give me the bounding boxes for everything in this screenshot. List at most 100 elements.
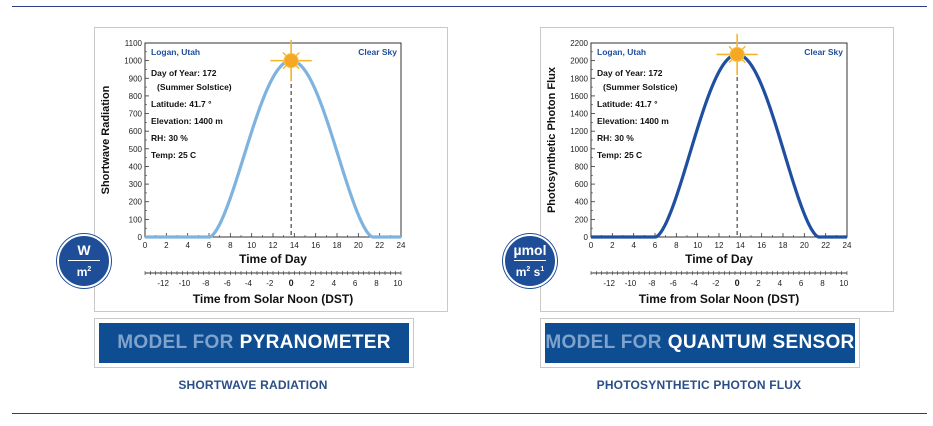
y-tick-label: 800 bbox=[575, 162, 589, 171]
caption-photosynthetic-photon-flux: PHOTOSYNTHETIC PHOTON FLUX bbox=[596, 378, 802, 392]
y-tick-label: 600 bbox=[575, 180, 589, 189]
x2-tick-label: -6 bbox=[670, 279, 678, 288]
x2-tick-label: 8 bbox=[374, 279, 379, 288]
y-tick-label: 200 bbox=[129, 198, 143, 207]
x2-tick-label: 4 bbox=[332, 279, 337, 288]
y-tick-label: 100 bbox=[129, 215, 143, 224]
sun-icon bbox=[270, 39, 312, 82]
x2-tick-label: -8 bbox=[202, 279, 210, 288]
x2-tick-label: -8 bbox=[648, 279, 656, 288]
x-tick-label: 10 bbox=[693, 241, 702, 250]
unit-fraction-bar bbox=[514, 259, 546, 262]
chart-panel-ppf: 0 200 400 600 800 1000 1200 1400 1600 1800 2000 220… bbox=[540, 27, 894, 312]
x-tick-label: 14 bbox=[736, 241, 745, 250]
x-tick-label: 24 bbox=[843, 241, 852, 250]
y-tick-label: 600 bbox=[129, 127, 143, 136]
x-tick-label: 8 bbox=[228, 241, 233, 250]
x2-tick-label: -12 bbox=[157, 279, 169, 288]
x2-tick-label: 0 bbox=[289, 278, 294, 288]
x-axis-title: Time of Day bbox=[239, 252, 307, 266]
y-tick-label: 1400 bbox=[570, 110, 588, 119]
x2-tick-label: 2 bbox=[756, 279, 761, 288]
x-tick-label: 18 bbox=[333, 241, 342, 250]
x2-tick-label: -10 bbox=[625, 279, 637, 288]
x2-tick-label: -4 bbox=[691, 279, 699, 288]
x2-tick-label: 8 bbox=[820, 279, 825, 288]
unit-denominator: m2 bbox=[76, 265, 92, 280]
location-label: Logan, Utah bbox=[597, 47, 646, 57]
x2-tick-label: -6 bbox=[224, 279, 232, 288]
unit-numerator: µmol bbox=[513, 241, 547, 258]
y-tick-label: 1000 bbox=[124, 57, 142, 66]
banner-pyranometer: MODEL FOR PYRANOMETER bbox=[94, 318, 414, 368]
x2-tick-label: 0 bbox=[735, 278, 740, 288]
chart-panel-shortwave: 0 100 200 300 400 500 600 700 800 900 1000 1100 0 2 4 6… bbox=[94, 27, 448, 312]
y-tick-label: 300 bbox=[129, 180, 143, 189]
y-tick-label: 1600 bbox=[570, 92, 588, 101]
rh-label: RH: 30 % bbox=[597, 133, 634, 143]
x2-axis-title: Time from Solar Noon (DST) bbox=[193, 292, 353, 306]
x2-tick-label: 6 bbox=[799, 279, 804, 288]
x-tick-label: 16 bbox=[311, 241, 320, 250]
unit-numerator: W bbox=[77, 241, 91, 258]
banner-quantum-sensor: MODEL FOR QUANTUM SENSOR bbox=[540, 318, 860, 368]
y-tick-label: 1800 bbox=[570, 74, 588, 83]
x-tick-label: 8 bbox=[674, 241, 679, 250]
x2-tick-label: -12 bbox=[603, 279, 615, 288]
x-tick-label: 22 bbox=[821, 241, 830, 250]
rh-label: RH: 30 % bbox=[151, 133, 188, 143]
x-tick-label: 0 bbox=[143, 241, 148, 250]
sky-condition-label: Clear Sky bbox=[358, 47, 397, 57]
x-tick-label: 20 bbox=[800, 241, 809, 250]
x2-tick-label: 4 bbox=[778, 279, 783, 288]
sky-condition-label: Clear Sky bbox=[804, 47, 843, 57]
x-tick-label: 10 bbox=[247, 241, 256, 250]
x-tick-label: 4 bbox=[631, 241, 636, 250]
x2-tick-label: 10 bbox=[393, 279, 402, 288]
banner-pyranometer-label: MODEL FOR PYRANOMETER bbox=[99, 323, 409, 363]
x-tick-label: 6 bbox=[207, 241, 212, 250]
x-tick-label: 12 bbox=[715, 241, 724, 250]
data-series-line bbox=[590, 52, 848, 239]
x-axis-title: Time of Day bbox=[685, 252, 753, 266]
unit-denominator: m2 s1 bbox=[515, 265, 545, 280]
x2-tick-label: -2 bbox=[266, 279, 274, 288]
y-axis-title: Shortwave Radiation bbox=[100, 85, 112, 194]
location-label: Logan, Utah bbox=[151, 47, 200, 57]
y-tick-label: 700 bbox=[129, 110, 143, 119]
unit-badge-watts: W m2 bbox=[57, 234, 111, 288]
y-tick-label: 0 bbox=[584, 233, 589, 242]
elevation-label: Elevation: 1400 m bbox=[151, 116, 223, 126]
solstice-label: (Summer Solstice) bbox=[157, 82, 232, 92]
day-of-year-label: Day of Year: 172 bbox=[597, 68, 663, 78]
y-tick-label: 0 bbox=[138, 233, 143, 242]
x-tick-label: 6 bbox=[653, 241, 658, 250]
y-tick-label: 400 bbox=[575, 198, 589, 207]
y-tick-label: 1100 bbox=[125, 39, 143, 48]
x2-tick-label: -4 bbox=[245, 279, 253, 288]
x2-tick-label: -10 bbox=[179, 279, 191, 288]
bottom-divider bbox=[12, 413, 927, 414]
temp-label: Temp: 25 C bbox=[597, 150, 642, 160]
banner-quantum-sensor-label: MODEL FOR QUANTUM SENSOR bbox=[545, 323, 855, 363]
x-tick-label: 18 bbox=[779, 241, 788, 250]
y-tick-label: 500 bbox=[129, 145, 143, 154]
y-tick-label: 1200 bbox=[570, 127, 588, 136]
ppf-chart: 0200400600800100012001400160018002000220… bbox=[546, 33, 852, 306]
data-series-line bbox=[144, 59, 402, 239]
latitude-label: Latitude: 41.7 ° bbox=[597, 99, 658, 109]
x-tick-label: 16 bbox=[757, 241, 766, 250]
x2-axis-title: Time from Solar Noon (DST) bbox=[639, 292, 799, 306]
sun-icon bbox=[716, 33, 758, 76]
x-tick-label: 22 bbox=[375, 241, 384, 250]
y-axis-title: Photosynthetic Photon Flux bbox=[546, 66, 558, 213]
y-tick-label: 2000 bbox=[570, 57, 588, 66]
caption-shortwave-radiation: SHORTWAVE RADIATION bbox=[178, 378, 328, 392]
x-tick-label: 12 bbox=[269, 241, 278, 250]
y-tick-label: 1000 bbox=[570, 145, 588, 154]
elevation-label: Elevation: 1400 m bbox=[597, 116, 669, 126]
x2-tick-label: -2 bbox=[712, 279, 720, 288]
latitude-label: Latitude: 41.7 ° bbox=[151, 99, 212, 109]
top-divider bbox=[12, 6, 927, 7]
